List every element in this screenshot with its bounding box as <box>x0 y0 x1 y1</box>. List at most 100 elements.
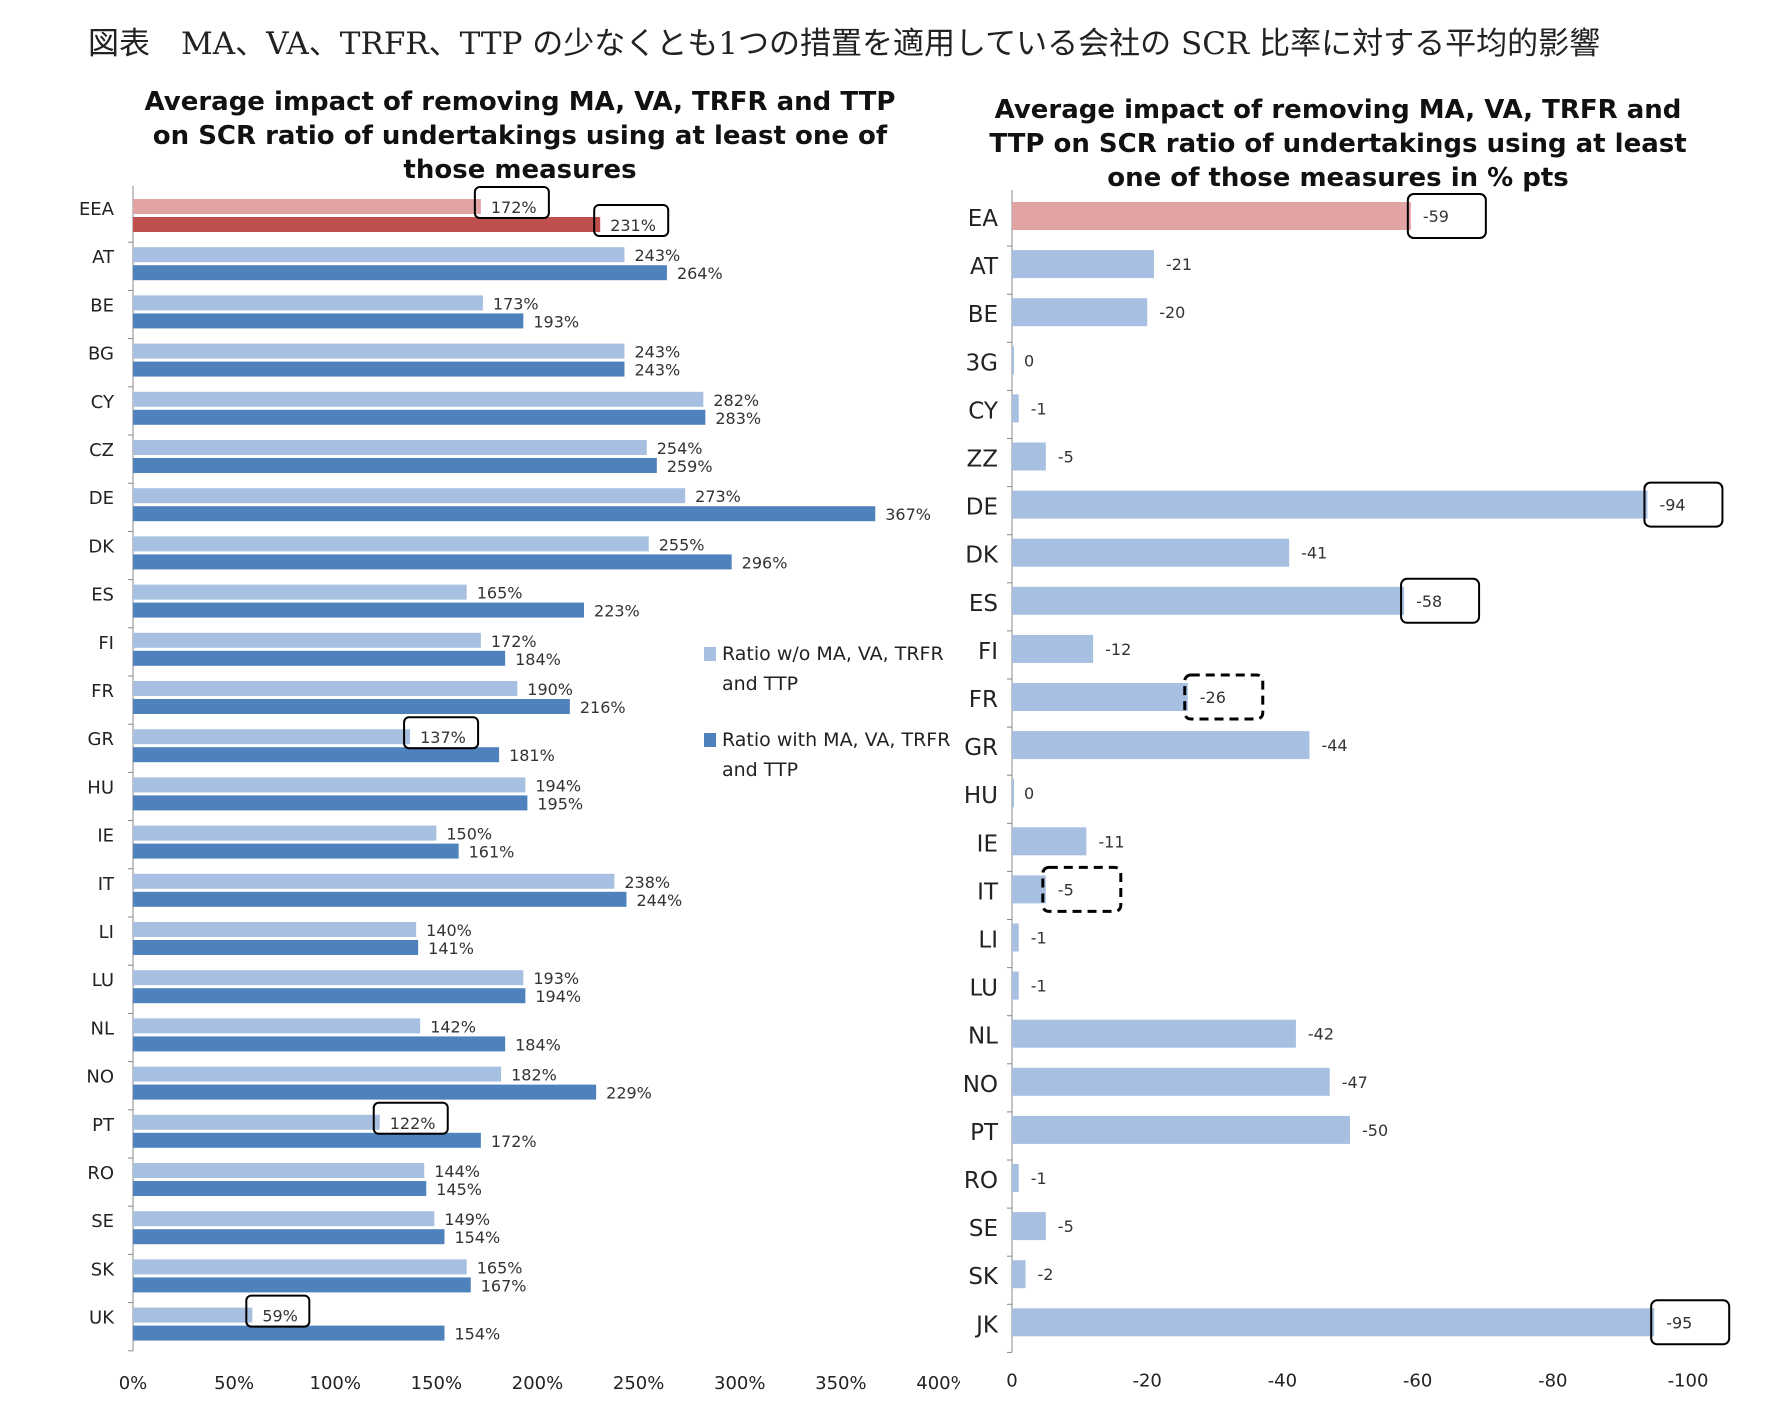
bar-at-series-1 <box>133 247 625 263</box>
x-tick-label: -80 <box>1538 1370 1567 1391</box>
bar-no-series-2 <box>133 1084 597 1100</box>
category-label-dk: DK <box>88 536 115 557</box>
category-label-pt: PT <box>970 1120 999 1146</box>
x-tick-label: 150% <box>411 1373 462 1394</box>
x-tick-label: 350% <box>815 1373 866 1394</box>
category-label-nl: NL <box>968 1024 998 1050</box>
data-label-it: -5 <box>1058 880 1074 899</box>
bar-cy <box>1012 394 1019 423</box>
category-label-cy: CY <box>968 398 999 424</box>
data-label-fi: -12 <box>1105 640 1131 659</box>
data-label-gr: -44 <box>1321 736 1347 755</box>
bar-se-series-1 <box>133 1211 435 1227</box>
data-label-pt-series-1: 122% <box>390 1114 436 1133</box>
category-label-eea: EEA <box>79 199 115 220</box>
x-tick-label: 400% <box>916 1373 960 1394</box>
data-label-se-series-1: 149% <box>444 1210 490 1229</box>
category-label-de: DE <box>966 495 998 521</box>
category-label-at: AT <box>92 247 115 268</box>
x-tick-label: 300% <box>714 1373 765 1394</box>
data-label-hu-series-1: 194% <box>535 776 581 795</box>
legend-label-series-1: Ratio w/o MA, VA, TRFR <box>722 643 944 665</box>
category-label-de: DE <box>89 488 114 509</box>
data-label-li: -1 <box>1031 929 1047 948</box>
data-label-sk-series-2: 167% <box>481 1276 527 1295</box>
data-label-jk: -95 <box>1666 1313 1692 1332</box>
highlight-box-eea-series-2 <box>593 204 670 237</box>
bar-es-series-2 <box>133 602 585 618</box>
bar-cz-series-1 <box>133 440 647 455</box>
data-label-at: -21 <box>1166 255 1192 274</box>
bar-uk-series-2 <box>133 1325 445 1341</box>
x-tick-label: 100% <box>310 1373 361 1394</box>
data-label-pt: -50 <box>1362 1121 1388 1140</box>
data-label-dk: -41 <box>1301 544 1327 563</box>
bar-bg-series-1 <box>133 343 625 359</box>
bar-fi-series-1 <box>133 632 481 648</box>
data-label-cz-series-1: 254% <box>657 439 703 458</box>
category-label-dk: DK <box>965 543 999 569</box>
bar-lu <box>1012 971 1019 1000</box>
bar-jk <box>1012 1308 1655 1337</box>
bar-cy-series-2 <box>133 409 706 425</box>
category-label-fi: FI <box>98 633 114 654</box>
bar-fr-series-2 <box>133 699 570 714</box>
bar-eea-series-2 <box>133 217 601 232</box>
data-label-bg-series-2: 243% <box>634 361 680 380</box>
data-label-ea: -59 <box>1423 207 1449 226</box>
data-label-li-series-1: 140% <box>426 921 472 940</box>
bar-pt-series-2 <box>133 1132 481 1148</box>
data-label-eea-series-2: 231% <box>610 216 656 235</box>
data-label-uk-series-2: 154% <box>454 1325 500 1344</box>
data-label-at-series-1: 243% <box>634 246 680 265</box>
category-label-sk: SK <box>968 1264 999 1290</box>
x-tick-label: 200% <box>512 1373 563 1394</box>
data-label-it-series-1: 238% <box>624 873 670 892</box>
bar-no-series-1 <box>133 1066 502 1082</box>
data-label-lu-series-1: 193% <box>533 969 579 988</box>
data-label-lu-series-2: 194% <box>535 987 581 1006</box>
legend-swatch-series-1 <box>704 647 716 661</box>
bar-ro-series-1 <box>133 1163 425 1178</box>
data-label-dk-series-2: 296% <box>742 553 788 572</box>
bar-dk-series-2 <box>133 554 732 570</box>
bar-dk-series-1 <box>133 536 649 552</box>
chart-title-line: Average impact of removing MA, VA, TRFR … <box>145 87 896 117</box>
bar-ie-series-2 <box>133 843 459 859</box>
bar-nl-series-2 <box>133 1036 506 1052</box>
category-label-at: AT <box>970 254 999 280</box>
data-label-se: -5 <box>1058 1217 1074 1236</box>
data-label-nl-series-1: 142% <box>430 1017 476 1036</box>
bar-ie <box>1012 827 1087 856</box>
data-label-de-series-1: 273% <box>695 487 741 506</box>
category-label-li: LI <box>99 922 114 943</box>
chart-title-line: TTP on SCR ratio of undertakings using a… <box>989 129 1686 159</box>
category-label-pt: PT <box>92 1115 115 1136</box>
data-label-hu: 0 <box>1024 784 1034 803</box>
bar-it <box>1012 875 1046 904</box>
bar-no <box>1012 1067 1330 1096</box>
bar-zz <box>1012 442 1046 471</box>
category-label-fr: FR <box>91 681 114 702</box>
x-tick-label: -60 <box>1403 1370 1432 1391</box>
x-tick-label: -20 <box>1132 1370 1161 1391</box>
data-label-it-series-2: 244% <box>636 891 682 910</box>
data-label-lu: -1 <box>1031 977 1047 996</box>
data-label-es-series-2: 223% <box>594 602 640 621</box>
category-label-uk: UK <box>89 1308 115 1329</box>
bar-fi <box>1012 634 1094 663</box>
data-label-ie: -11 <box>1098 832 1124 851</box>
category-label-es: ES <box>969 591 998 617</box>
bar-3g <box>1012 346 1014 375</box>
category-label-fr: FR <box>969 687 998 713</box>
bar-lu-series-1 <box>133 970 524 986</box>
category-label-bg: BG <box>88 344 114 365</box>
data-label-dk-series-1: 255% <box>659 535 705 554</box>
data-label-es-series-1: 165% <box>477 584 523 603</box>
bar-be <box>1012 298 1148 327</box>
category-label-no: NO <box>963 1072 998 1098</box>
chart-title-line: those measures <box>403 155 636 185</box>
data-label-zz: -5 <box>1058 448 1074 467</box>
category-label-hu: HU <box>87 777 114 798</box>
data-label-gr-series-1: 137% <box>420 728 466 747</box>
